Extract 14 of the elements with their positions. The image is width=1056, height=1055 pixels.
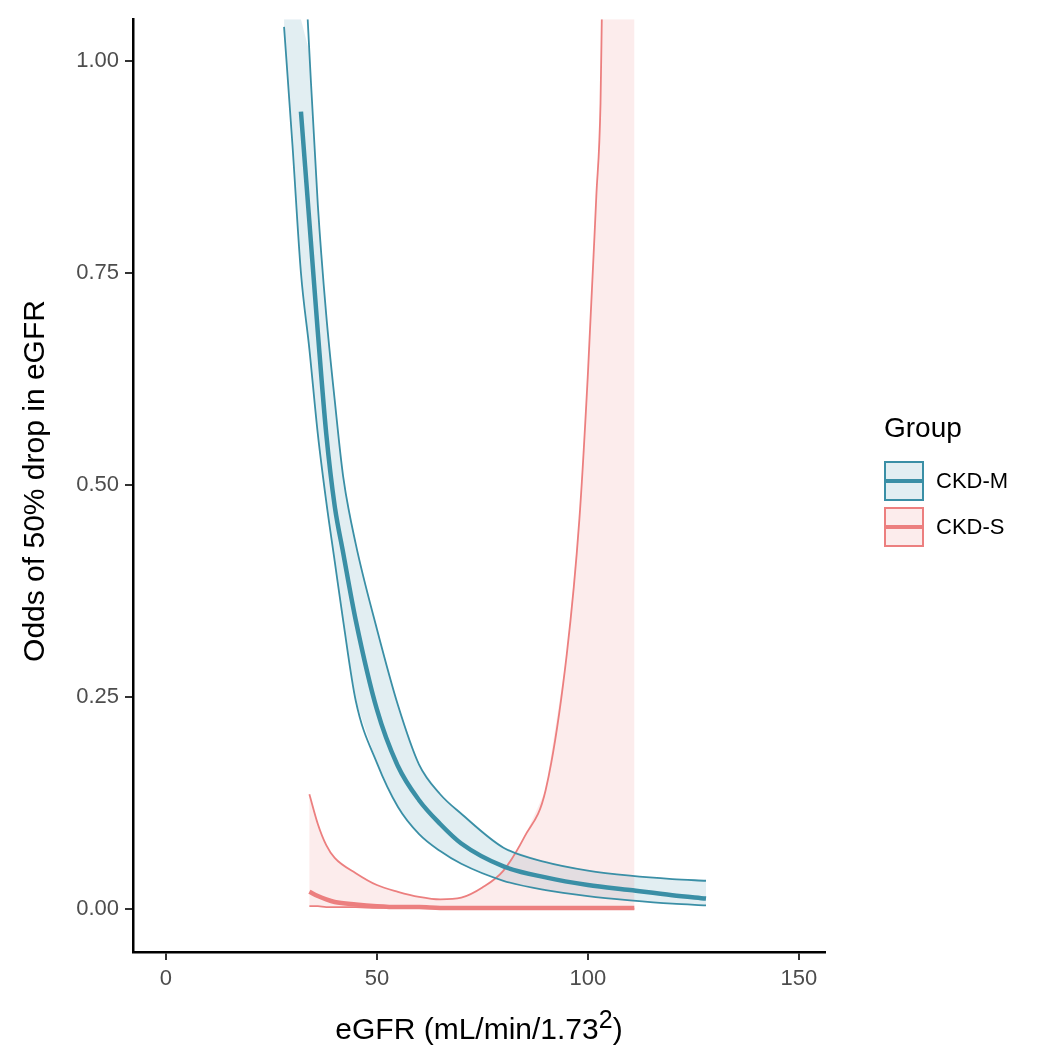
y-tick-label: 0.75 (76, 258, 119, 284)
y-axis-title: Odds of 50% drop in eGFR (17, 300, 51, 662)
x-tick-label: 150 (780, 965, 818, 991)
x-axis-title: eGFR (mL/min/1.73$^{2}$) (334, 1005, 624, 1046)
x-tick-label: 50 (364, 965, 390, 991)
legend-label: CKD-M (936, 468, 1009, 494)
legend-title: Group (884, 412, 963, 444)
y-tick-label: 0.00 (76, 894, 119, 920)
y-tick-label: 0.50 (76, 470, 119, 496)
x-tick-label: 0 (159, 965, 173, 991)
y-tick-label: 0.25 (76, 682, 119, 708)
legend-label: CKD-S (936, 514, 1005, 540)
x-tick-label: 100 (569, 965, 607, 991)
y-tick-label: 1.00 (76, 46, 119, 72)
